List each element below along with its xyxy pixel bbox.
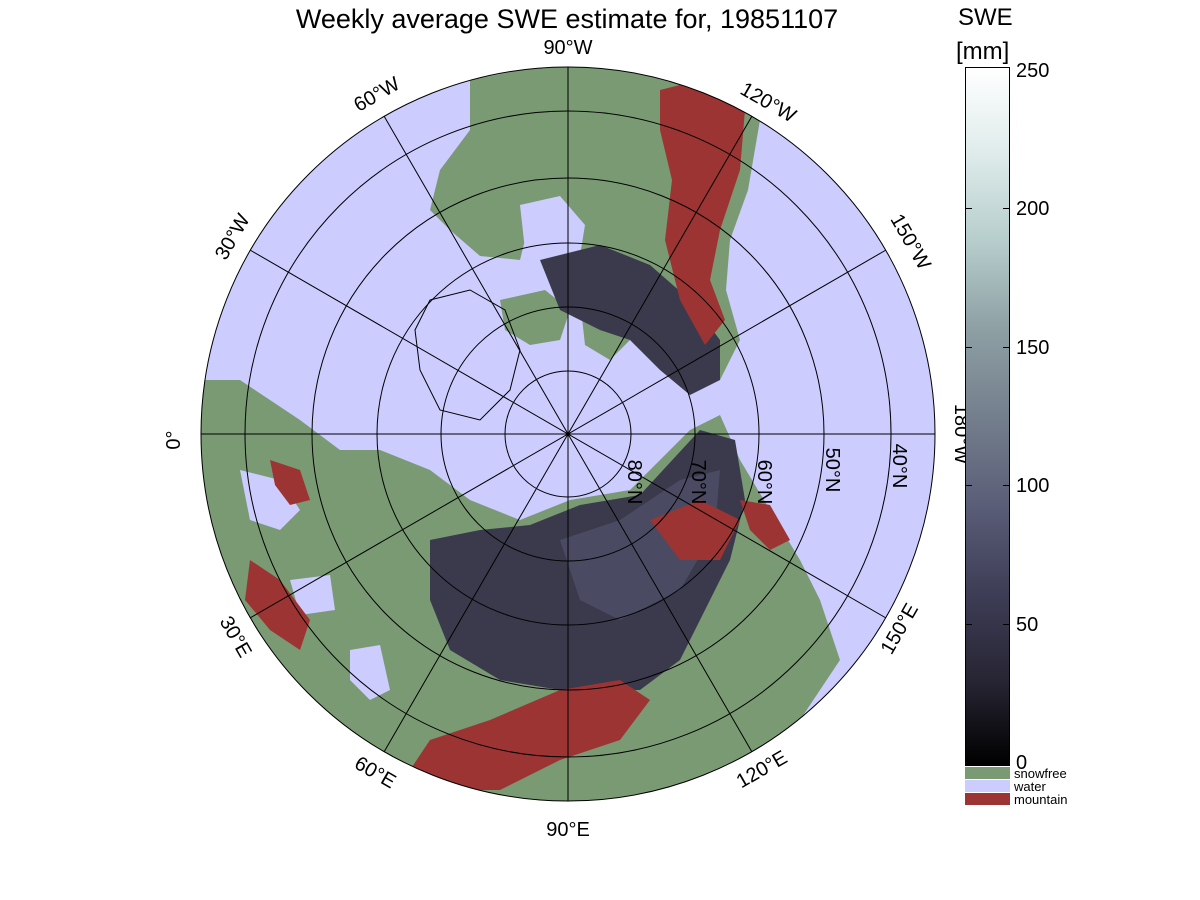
colorbar-gradient [965, 67, 1010, 766]
colorbar-variable: SWE [958, 4, 1013, 31]
water-caspian [350, 645, 390, 700]
colorbar-tick-50: 50 [1016, 614, 1039, 636]
label-90e: 90°E [546, 819, 590, 841]
mountain-east-siberia [650, 500, 740, 560]
legend-label-water: water [1014, 779, 1046, 794]
label-60e: 60°E [351, 752, 400, 793]
meridian-150w-30e [249, 249, 887, 619]
label-70n: 70°N [687, 460, 709, 505]
greenland-outline [414, 289, 521, 421]
label-40n: 40°N [888, 444, 910, 489]
water-black-sea [290, 575, 335, 615]
snow-north-america [540, 245, 720, 395]
colorbar-tickmark [1003, 485, 1010, 486]
mountain-alps [245, 560, 310, 650]
mountain-central-asia [410, 680, 650, 790]
land-arctic-islands [500, 290, 570, 345]
label-60n: 60°N [753, 460, 775, 505]
colorbar-tickmark [965, 347, 972, 348]
label-80n: 80°N [623, 460, 645, 505]
landmass-layer [201, 67, 840, 801]
colorbar-tick-100: 100 [1016, 475, 1050, 497]
map-title: Weekly average SWE estimate for, 1985110… [295, 4, 839, 34]
legend-swatch-water [965, 780, 1010, 792]
mountain-kamchatka [740, 500, 790, 550]
colorbar-tickmark [965, 208, 972, 209]
label-0: 0° [163, 430, 185, 449]
colorbar-tick-250: 250 [1016, 60, 1050, 82]
label-30e: 30°E [215, 613, 256, 662]
colorbar-tickmark [1003, 347, 1010, 348]
colorbar-tick-0: 0 [1016, 752, 1028, 774]
snow-siberia-core [560, 470, 720, 620]
legend-swatch-mountain [965, 793, 1010, 805]
colorbar-tickmark [1003, 208, 1010, 209]
mountain-scandinavia [270, 460, 310, 505]
colorbar-tickmark [965, 485, 972, 486]
colorbar-tick-200: 200 [1016, 198, 1050, 220]
label-50n: 50°N [821, 448, 843, 493]
graticule [200, 66, 936, 802]
colorbar-unit: [mm] [956, 38, 1010, 65]
colorbar-tickmark [1003, 624, 1010, 625]
label-90w: 90°W [543, 37, 592, 59]
colorbar-tick-150: 150 [1016, 337, 1050, 359]
mountain-rockies [660, 80, 745, 345]
legend-label-snowfree: snowfree [1014, 766, 1067, 781]
colorbar-tickmark [965, 624, 972, 625]
legend-swatch-snowfree [965, 767, 1010, 779]
legend-label-mountain: mountain [1014, 792, 1068, 807]
